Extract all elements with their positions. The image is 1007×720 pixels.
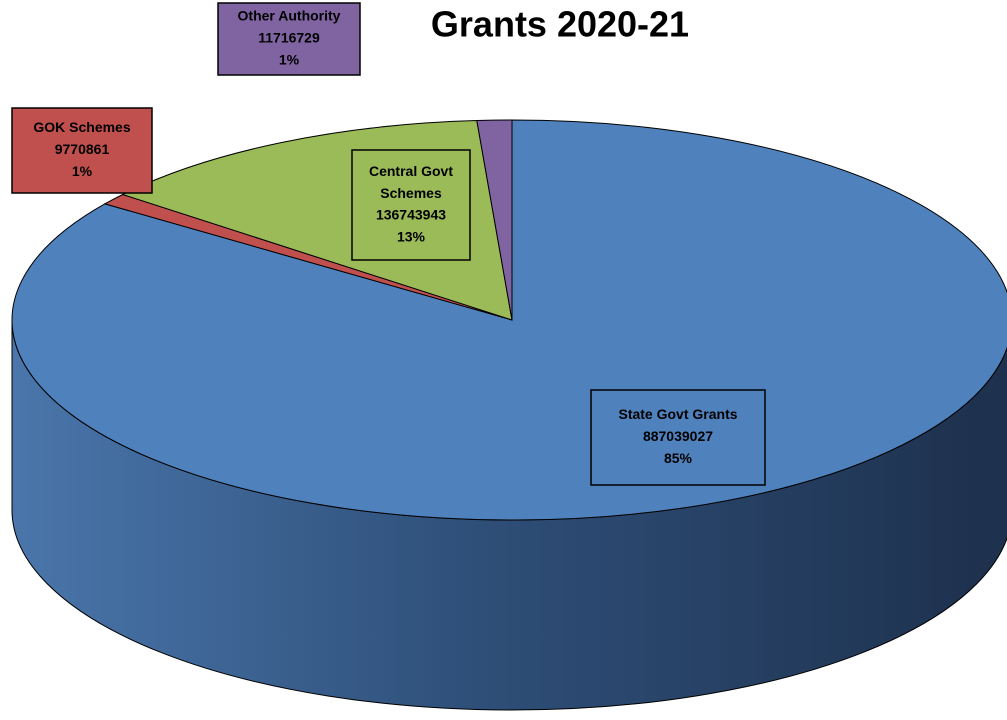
label-box <box>351 149 471 261</box>
label-name: Other Authority <box>238 8 341 24</box>
label-name-line: Central Govt <box>369 163 453 179</box>
label-value: 887039027 <box>643 428 713 444</box>
label-box <box>217 2 361 76</box>
label-name: State Govt Grants <box>618 406 737 422</box>
data-label: Central Govt Schemes 136743943 13% <box>351 149 471 261</box>
slice <box>476 119 513 321</box>
data-label: Other Authority 11716729 1% <box>217 2 361 76</box>
label-value: 9770861 <box>55 141 110 157</box>
data-label: State Govt Grants 887039027 85% <box>590 389 766 486</box>
slice <box>11 119 1007 521</box>
label-name: GOK Schemes <box>33 119 130 135</box>
label-value: 136743943 <box>376 207 446 223</box>
label-percent: 85% <box>664 450 693 466</box>
label-box <box>590 389 766 486</box>
label-percent: 13% <box>397 229 426 245</box>
label-box <box>11 107 153 194</box>
chart-title: Grants 2020-21 <box>431 4 689 45</box>
label-name-line: Schemes <box>380 185 442 201</box>
label-value: 11716729 <box>258 30 320 46</box>
data-label: GOK Schemes 9770861 1% <box>11 107 153 194</box>
label-percent: 1% <box>72 163 93 179</box>
label-name: Central Govt Schemes <box>369 163 453 201</box>
label-percent: 1% <box>279 52 300 68</box>
